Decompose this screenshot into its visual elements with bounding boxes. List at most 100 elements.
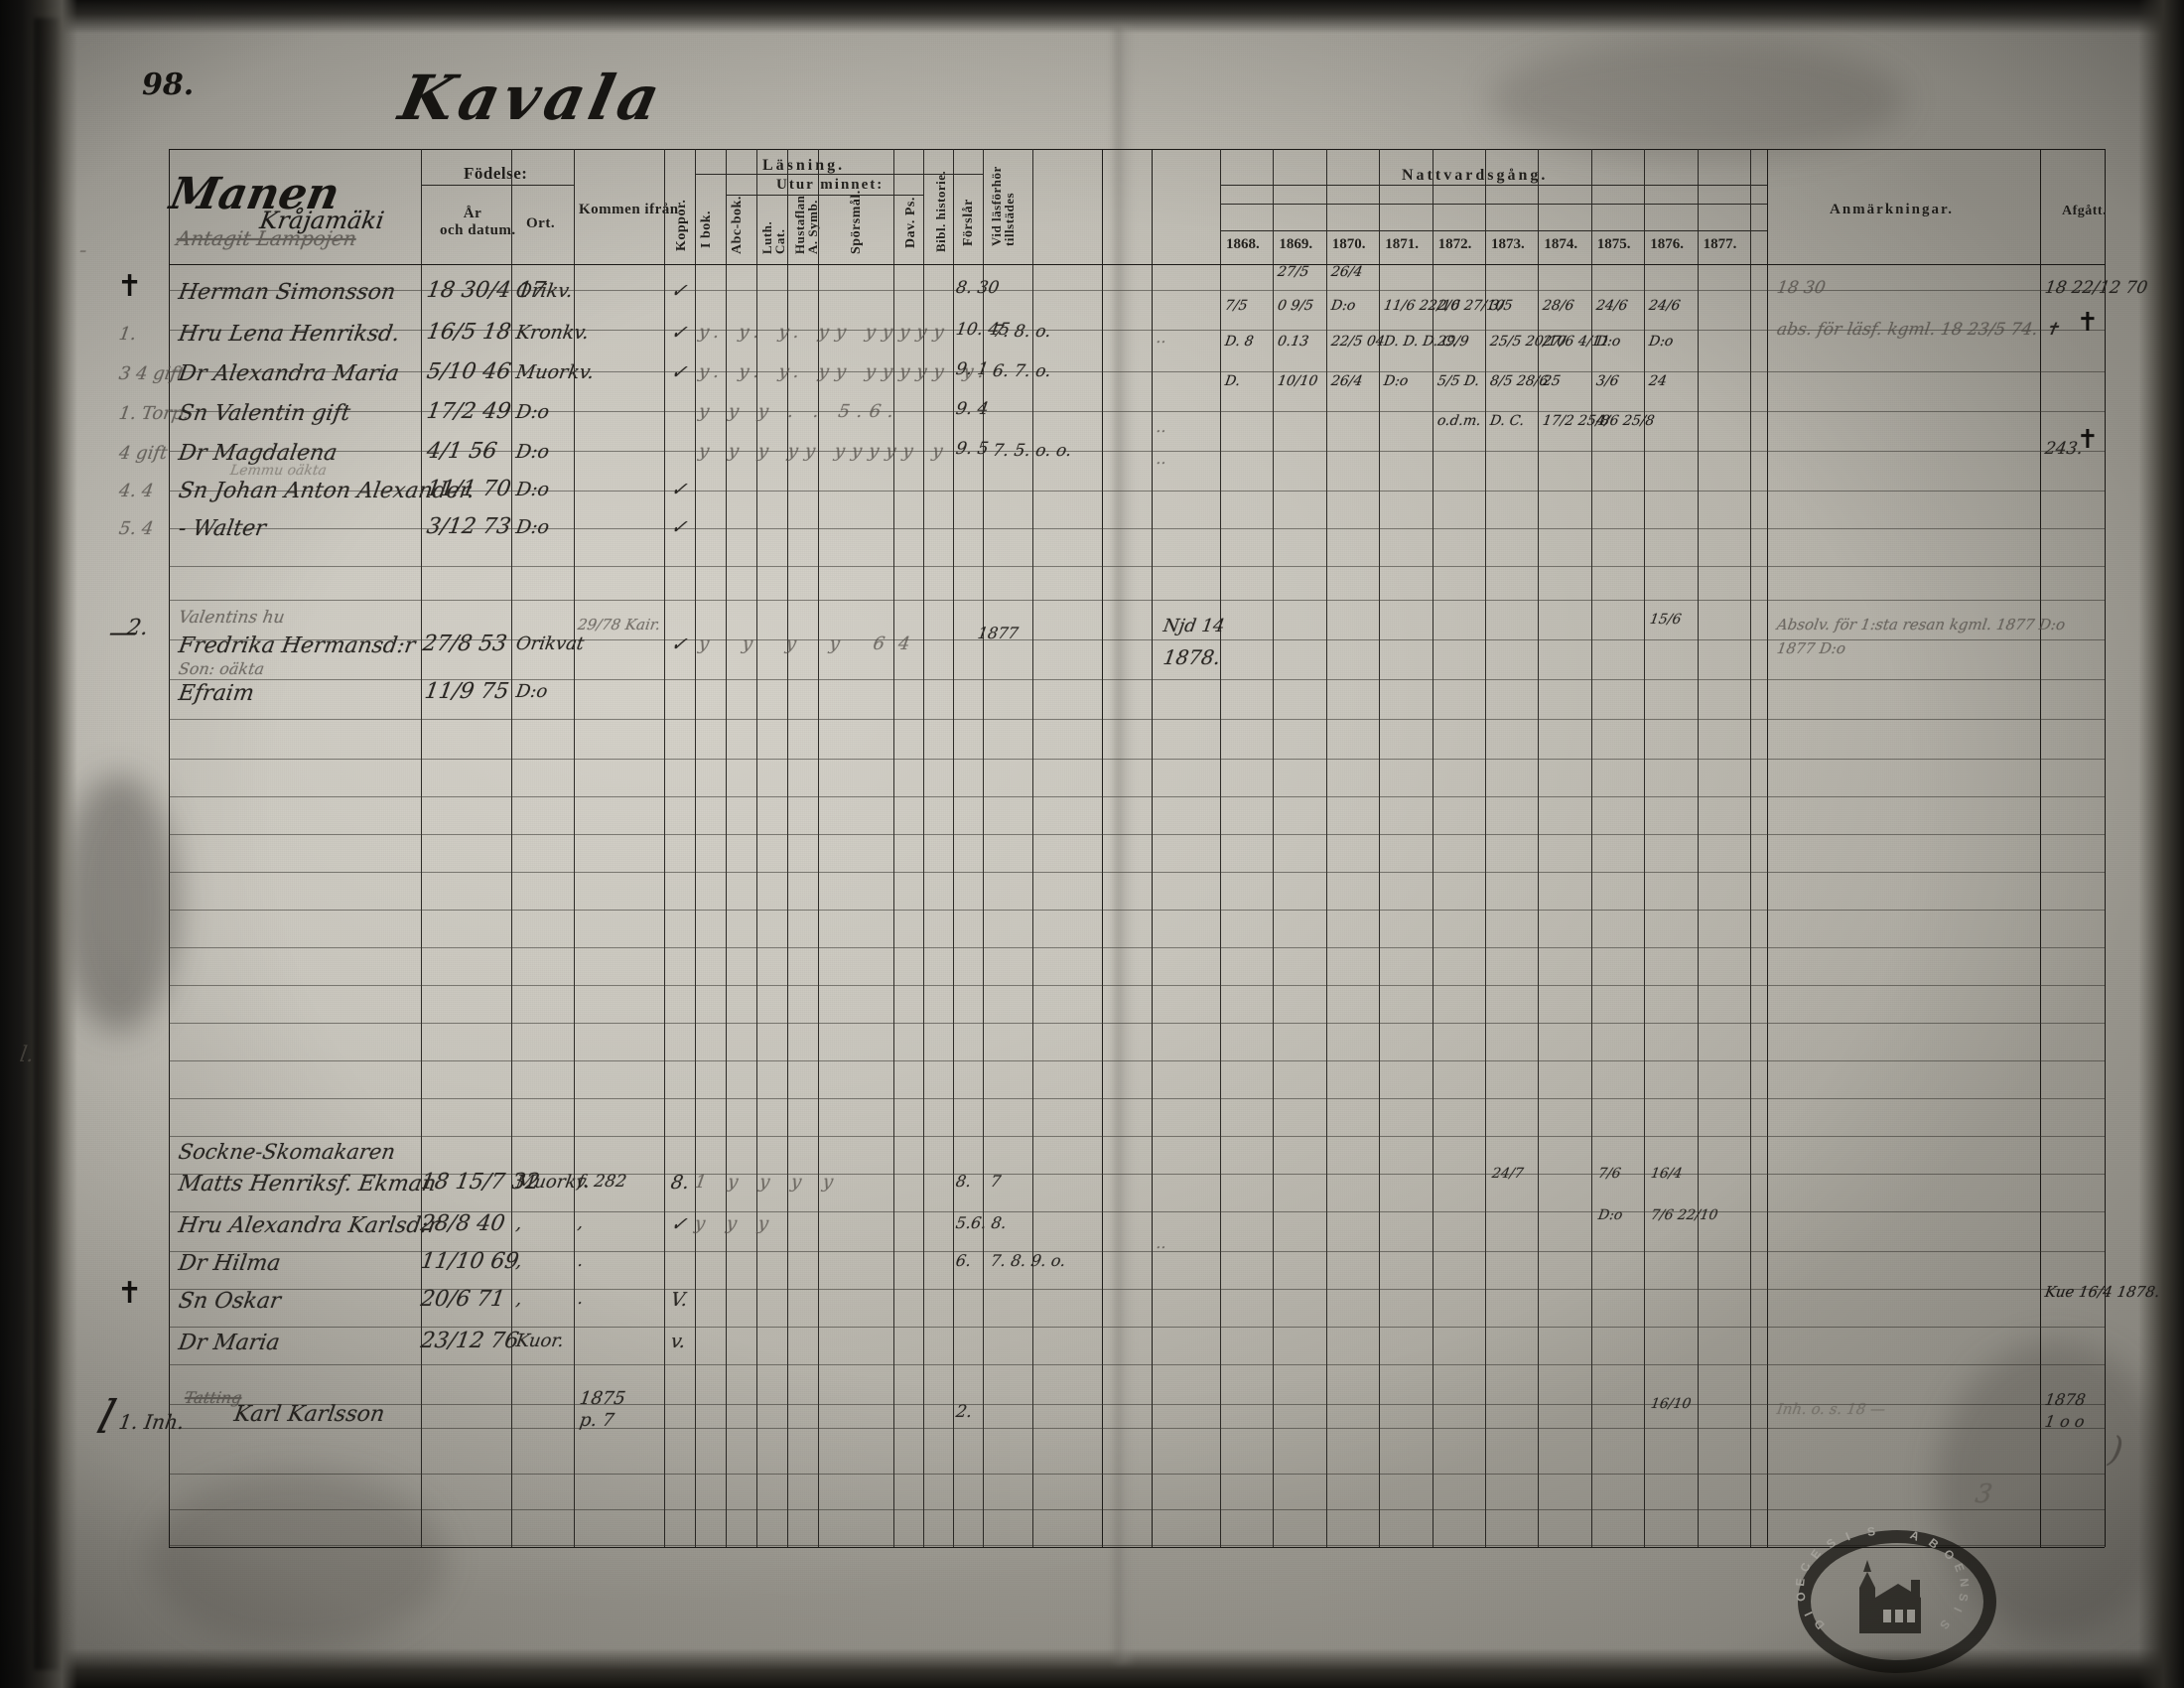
stamp-letter: E (1951, 1561, 1968, 1574)
grid-hline (169, 1174, 2105, 1175)
communion-mark: D. (1223, 373, 1242, 389)
communion-mark: 7/6 22/10 (1649, 1207, 1719, 1223)
entry-name-note: Valentins hu (177, 608, 287, 628)
entry-name: Dr Maria (177, 1331, 282, 1355)
entry-smallpox-mark: ✓ (669, 479, 689, 500)
stamp-letter: D (1811, 1616, 1828, 1632)
communion-mark: 24 (1647, 373, 1669, 389)
entry-reading-marks: y y y . . 5.6. (697, 401, 902, 422)
grid-hline (169, 1547, 2105, 1548)
margin-note: 4 gift (117, 443, 170, 464)
stamp-letter: I (1951, 1605, 1966, 1615)
communion-mark: 24/6 (1594, 298, 1629, 314)
grid-hline (1220, 204, 1767, 205)
grid-hline (169, 1364, 2105, 1365)
stamp-letter: O (1940, 1546, 1958, 1563)
grid-hline (169, 290, 2105, 291)
header-vid-lasforhor: Vid läsförhör tillstädes (989, 166, 1017, 246)
entry-name: Karl Karlsson (232, 1402, 387, 1427)
grid-hline (421, 185, 574, 186)
entry-name: Efraim (177, 681, 256, 706)
grid-hline (169, 719, 2105, 720)
stamp-letter: E (1793, 1577, 1808, 1588)
header-birth-place: Ort. (526, 215, 556, 231)
stamp-letter: E (1808, 1546, 1825, 1562)
stamp-letter: O (1793, 1591, 1809, 1603)
entry-name-note: Lemmu oäkta (228, 463, 329, 479)
header-forslar: Förslår (961, 199, 976, 246)
communion-year-1875: 1875. (1596, 236, 1631, 252)
communion-year-1877: 1877. (1703, 236, 1737, 252)
grid-hline (169, 1060, 2105, 1061)
grid-hline (169, 1428, 2105, 1429)
stamp-letter: I (1843, 1529, 1852, 1544)
communion-mark: 25 (1542, 373, 1563, 389)
entry-forslar: 8. (954, 1172, 973, 1191)
entry-smallpox-mark: ✓ (669, 516, 689, 538)
grid-hline (169, 1509, 2105, 1510)
death-cross-icon: ✝ (2077, 425, 2099, 455)
grid-vline (1102, 149, 1103, 1547)
entry-departed: 1878 (2043, 1390, 2088, 1409)
communion-year-1869: 1869. (1279, 236, 1313, 252)
communion-mark: 5/5 D. (1435, 373, 1481, 389)
household-4-struck: Tatting (183, 1388, 244, 1407)
grid-vline (1485, 149, 1486, 1547)
grid-hline (695, 174, 983, 175)
entry-remarks: Inh. o. s. 18 — (1775, 1400, 1887, 1418)
communion-mark: 16/4 (1649, 1166, 1684, 1182)
grid-hline (169, 759, 2105, 760)
entry-reading-marks: 1 y y y y (693, 1172, 843, 1193)
communion-mark: 26/4 (1329, 264, 1364, 280)
death-cross-icon: ✝ (117, 1276, 143, 1311)
grid-hline (169, 1327, 2105, 1328)
header-by-memory-group: Utur minnet: (776, 177, 885, 193)
communion-mark: 0.13 (1277, 334, 1310, 350)
communion-year-1870: 1870. (1331, 236, 1366, 252)
grid-hline (169, 451, 2105, 452)
book-spine-shadow (34, 18, 60, 1670)
grid-hline (169, 1545, 2105, 1546)
entry-name: Dr Hilma (177, 1251, 283, 1276)
entry-name: Matts Henriksf. Ekman (177, 1172, 439, 1196)
entry-smallpox-mark: V. (669, 1289, 690, 1311)
grid-vline (1032, 149, 1033, 1547)
grid-hline (169, 1098, 2105, 1099)
communion-mark: 24/7 (1490, 1166, 1525, 1182)
communion-mark: o.d.m. (1435, 413, 1482, 429)
grid-hline (169, 491, 2105, 492)
stamp-letter: S (1937, 1617, 1954, 1632)
grid-vline (1220, 149, 1221, 1547)
communion-year-1876: 1876. (1650, 236, 1684, 252)
grid-vline (893, 149, 894, 1547)
entry-name: Herman Simonsson (177, 280, 398, 305)
grid-vline (1750, 149, 1751, 1547)
entry-name: - Walter (177, 516, 268, 541)
header-birth-year-line2: och datum. (440, 222, 516, 238)
grid-hline (169, 264, 2105, 265)
header-birth-group: Födelse: (464, 164, 528, 183)
entry-remarks: Absolv. för 1:sta resan kgml. 1877 D:o (1775, 616, 2067, 633)
entry-smallpox-mark: ✓ (669, 633, 689, 655)
header-reading-group: Läsning. (762, 157, 846, 174)
stamp-letter: S (1866, 1524, 1876, 1539)
header-dav-ps: Dav. Ps. (903, 197, 918, 248)
margin-stray-mark: — (106, 616, 140, 648)
entry-reading-marks: y. y. y. yy yyyyy (697, 322, 953, 343)
entry-remarks-cont: 1877 D:o (1775, 639, 1847, 657)
grid-vline (983, 149, 984, 1547)
entry-smallpox-mark: v. (669, 1331, 688, 1352)
entry-birth-date: 17/2 49 (425, 399, 513, 424)
margin-note: 5. 4 (117, 518, 156, 539)
entry-reading-marks: y y y y 64 (697, 633, 926, 654)
entry-birth-date: 11/10 69 (419, 1249, 521, 1274)
grid-hline (1220, 230, 1767, 231)
entry-departed: Kue 16/4 1878. (2043, 1283, 2162, 1301)
entry-birth-date: 28/8 40 (419, 1211, 507, 1236)
household-3-heading: Sockne-Skomakaren (177, 1140, 397, 1164)
grid-vline (695, 149, 696, 1547)
